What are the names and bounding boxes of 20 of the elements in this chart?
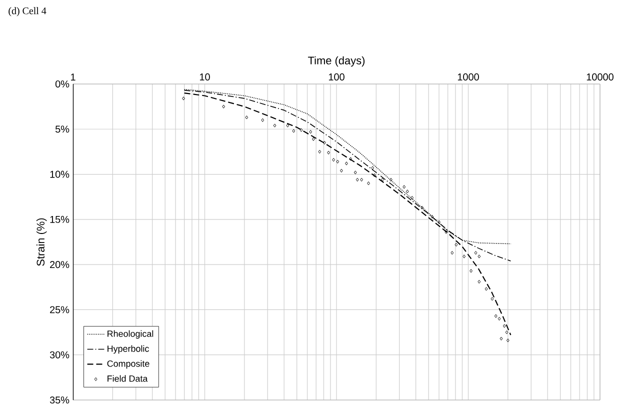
y-tick-label: 35% xyxy=(50,396,70,404)
y-tick-label: 20% xyxy=(50,261,70,268)
x-tick-label: 1000 xyxy=(458,74,479,81)
legend-label: Composite xyxy=(107,360,150,369)
x-tick-label: 10000 xyxy=(586,74,614,81)
x-tick-label: 1 xyxy=(71,74,76,81)
chart-title: (d) Cell 4 xyxy=(8,7,46,16)
y-axis-title: Strain (%) xyxy=(36,218,47,266)
legend-label: Rheological xyxy=(108,330,154,339)
x-tick-label: 10 xyxy=(200,74,210,81)
y-tick-label: 5% xyxy=(55,126,70,133)
legend-label: Field Data xyxy=(108,375,148,382)
legend-label: Hyperbolic xyxy=(108,345,149,354)
x-tick-label: 100 xyxy=(328,74,344,81)
y-tick-label: 15% xyxy=(50,216,70,224)
x-axis-title: Time (days) xyxy=(308,56,365,67)
y-tick-label: 0% xyxy=(55,80,70,88)
y-tick-label: 30% xyxy=(50,351,70,358)
y-tick-label: 25% xyxy=(50,306,70,314)
y-tick-label: 10% xyxy=(50,170,70,178)
